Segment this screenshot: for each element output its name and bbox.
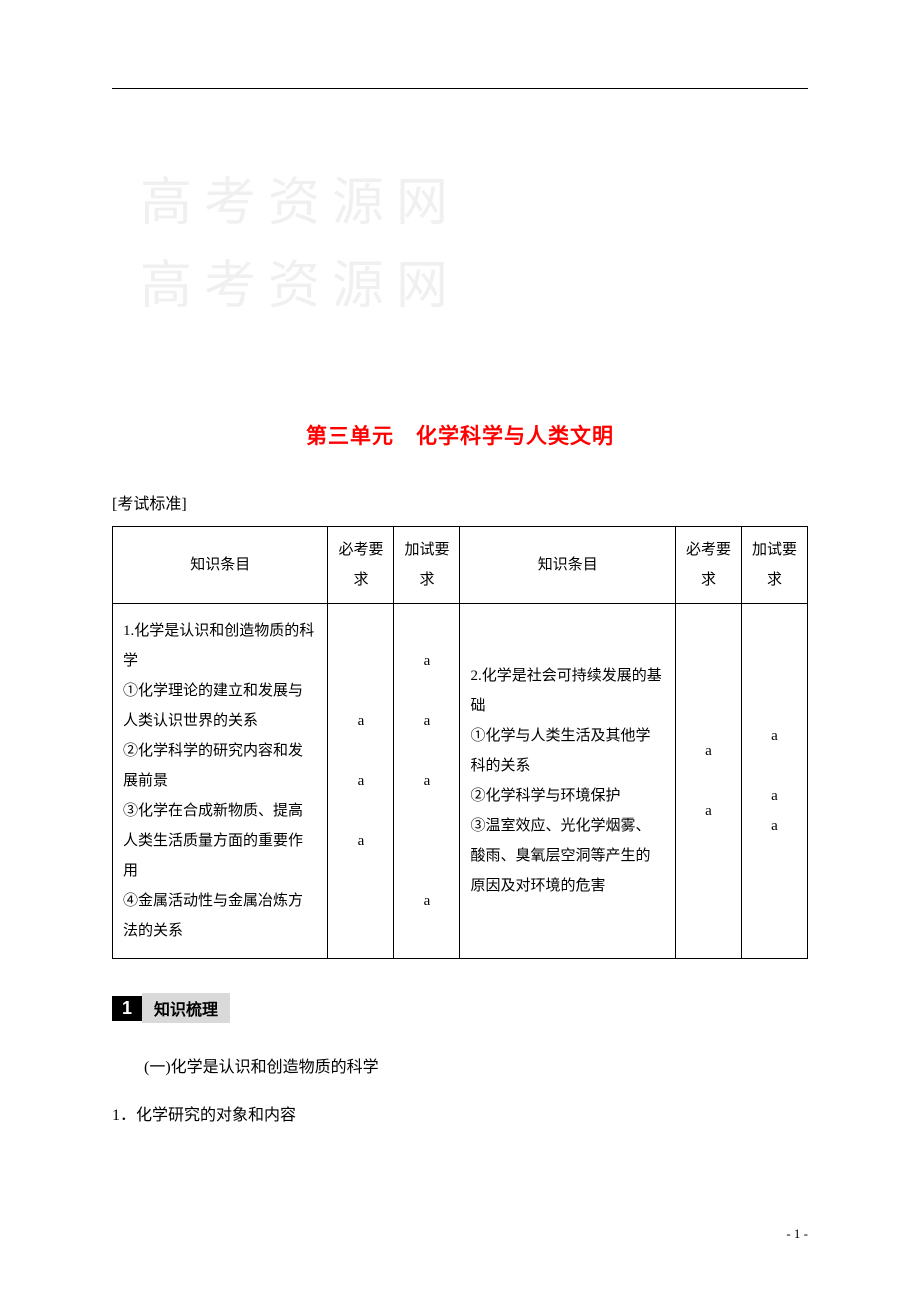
th-req1-1: 必考要求 — [328, 527, 394, 604]
section-header: 1 知识梳理 — [112, 993, 808, 1023]
page-title: 第三单元 化学科学与人类文明 — [112, 420, 808, 450]
th-req2-2: 加试要求 — [741, 527, 807, 604]
watermark-text-2: 高考资源网 — [140, 243, 420, 318]
exam-standard-label: [考试标准] — [112, 490, 808, 514]
td-right-topic: 2.化学是社会可持续发展的基础①化学与人类生活及其他学科的关系②化学科学与环境保… — [460, 604, 675, 959]
subheading-1: (一)化学是认识和创造物质的科学 — [112, 1053, 808, 1077]
th-topic-2: 知识条目 — [460, 527, 675, 604]
section-label: 知识梳理 — [142, 993, 230, 1023]
standards-table: 知识条目 必考要求 加试要求 知识条目 必考要求 加试要求 1.化学是认识和创造… — [112, 526, 808, 959]
td-right-req1: a a — [675, 604, 741, 959]
td-left-req1: a a a — [328, 604, 394, 959]
th-topic-1: 知识条目 — [113, 527, 328, 604]
section-number: 1 — [112, 996, 142, 1021]
subheading-2: 1．化学研究的对象和内容 — [112, 1101, 808, 1125]
th-req2-1: 加试要求 — [394, 527, 460, 604]
td-right-req2: a aa — [741, 604, 807, 959]
td-left-req2: a a a a — [394, 604, 460, 959]
watermark-text-1: 高考资源网 — [140, 160, 420, 235]
td-left-topic: 1.化学是认识和创造物质的科学①化学理论的建立和发展与人类认识世界的关系②化学科… — [113, 604, 328, 959]
page-number: - 1 - — [786, 1226, 808, 1242]
th-req1-2: 必考要求 — [675, 527, 741, 604]
